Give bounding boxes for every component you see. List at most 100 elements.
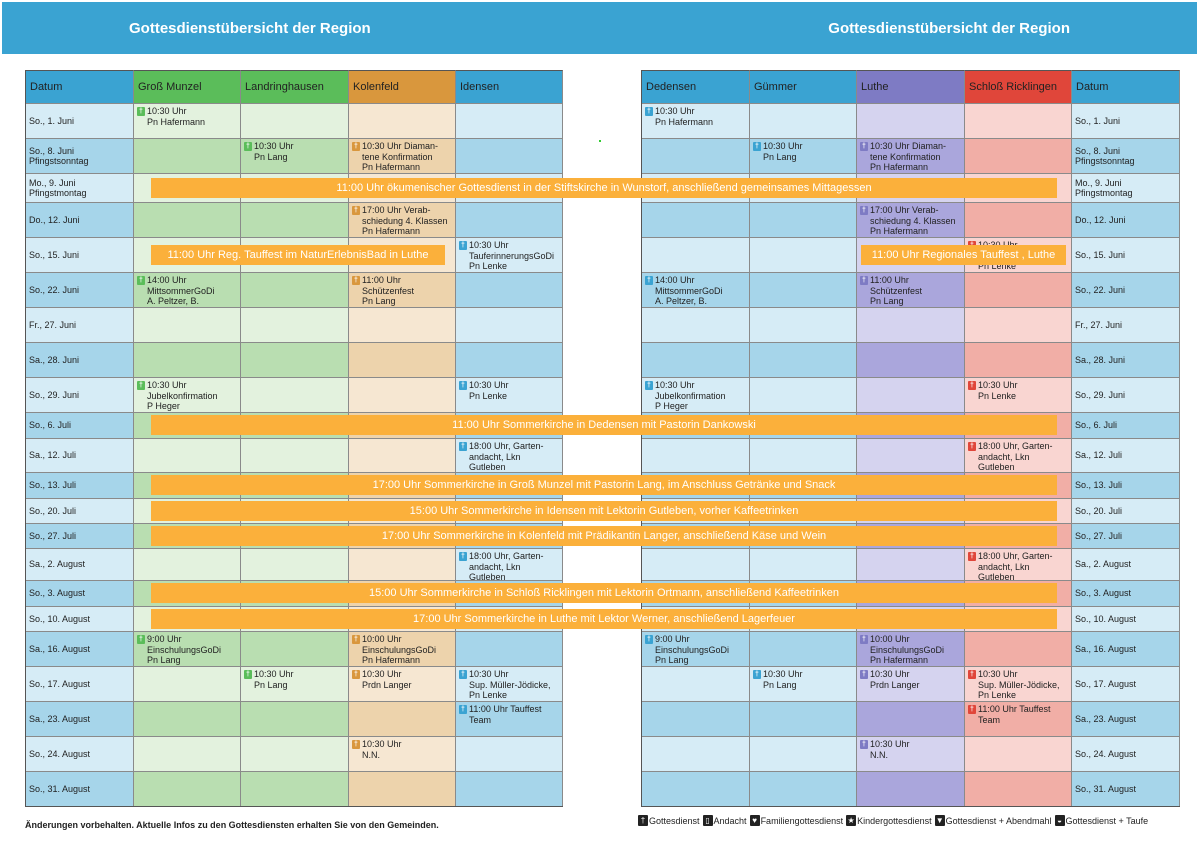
schedule-cell: † 10:30 Uhr Diaman- tene Konfirmation Pn … — [857, 138, 965, 173]
cross-icon: † — [459, 241, 467, 250]
legend-label: Kindergottesdienst — [857, 815, 932, 826]
date-cell: So., 3. August — [26, 580, 134, 606]
schedule-cell — [750, 272, 857, 307]
schedule-cell — [642, 438, 750, 472]
date-cell: So., 22. Juni — [26, 272, 134, 307]
schedule-cell: † 10:30 Uhr Pn Lang — [750, 666, 857, 701]
date-label: Mo., 9. Juni Pfingstmontag — [29, 177, 87, 199]
date-label: Do., 12. Juni — [29, 214, 80, 225]
date-cell: So., 8. Juni Pfingstsonntag — [26, 138, 134, 173]
schedule-cell — [750, 771, 857, 806]
service-text: 18:00 Uhr, Garten- andacht, Lkn Gutleben — [469, 551, 544, 580]
cross-icon: † — [137, 107, 145, 116]
service-entry: † 11:00 Uhr Tauffest Team — [459, 704, 559, 725]
date-cell: So., 8. Juni Pfingstsonntag — [1072, 138, 1180, 173]
date-cell: Sa., 23. August — [1072, 701, 1180, 736]
schedule-cell — [456, 771, 563, 806]
heart-icon: ♥ — [749, 815, 760, 826]
schedule-cell: †10:30 Uhr TauferinnerungsGoDi Pn Lenke — [456, 237, 563, 272]
cross-icon: † — [137, 381, 145, 390]
regional-event-bar: 17:00 Uhr Sommerkirche in Kolenfeld mit … — [151, 525, 1057, 546]
right-header-4: Datum — [1072, 70, 1180, 103]
service-entry: † 10:30 Uhr Pn Lenke — [968, 380, 1068, 401]
schedule-cell — [349, 771, 456, 806]
schedule-cell — [349, 307, 456, 342]
schedule-cell — [456, 202, 563, 237]
service-entry: † 10:30 Uhr N.N. — [860, 739, 961, 760]
schedule-cell — [750, 103, 857, 138]
header-label: Groß Munzel — [138, 80, 202, 93]
legend-label: Familiengottesdienst — [760, 815, 844, 826]
date-label: So., 15. Juni — [1075, 249, 1126, 260]
regional-event-bar: 17:00 Uhr Sommerkirche in Groß Munzel mi… — [151, 475, 1057, 495]
service-entry: † 10:30 Uhr Sup. Müller-Jödicke, Pn Lenke — [968, 669, 1068, 701]
schedule-cell: † 10:30 Uhr N.N. — [349, 736, 456, 771]
schedule-cell — [456, 272, 563, 307]
service-entry: † 18:00 Uhr, Garten- andacht, Lkn Gutlebe… — [968, 551, 1068, 580]
schedule-cell — [750, 548, 857, 580]
service-entry: † 10:30 Uhr Pn Lang — [244, 141, 345, 162]
cross-icon: † — [968, 381, 976, 390]
service-entry: † 14:00 Uhr MittsommerGoDi A. Peltzer, B.… — [645, 275, 746, 307]
banner-left: Gottesdienstübersicht der Region — [2, 2, 600, 54]
schedule-cell: † 10:00 Uhr EinschulungsGoDi Pn Hafermann — [349, 631, 456, 666]
service-text: 10:30 Uhr Prdn Langer — [362, 669, 412, 690]
schedule-cell: † 10:30 Uhr Jubelkonfirmation P Heger — [134, 377, 241, 412]
date-label: Fr., 27. Juni — [1075, 319, 1123, 330]
date-cell: So., 20. Juli — [26, 498, 134, 523]
service-entry: † 10:30 Uhr Prdn Langer — [860, 669, 961, 690]
schedule-cell: † 18:00 Uhr, Garten- andacht, Lkn Gutlebe… — [456, 438, 563, 472]
date-cell: So., 1. Juni — [1072, 103, 1180, 138]
regional-event-bar: 11:00 Uhr Reg. Tauffest im NaturErlebnis… — [151, 244, 445, 265]
date-label: So., 29. Juni — [29, 389, 80, 400]
schedule-cell: † 10:30 Uhr Pn Lang — [750, 138, 857, 173]
schedule-cell — [241, 342, 349, 377]
schedule-cell: † 9:00 Uhr EinschulungsGoDi Pn Lang — [134, 631, 241, 666]
schedule-cell — [241, 771, 349, 806]
date-label: So., 3. August — [1075, 588, 1132, 599]
cross-icon: † — [645, 276, 653, 285]
schedule-cell — [642, 771, 750, 806]
schedule-cell — [241, 377, 349, 412]
schedule-cell — [134, 666, 241, 701]
date-label: So., 10. August — [1075, 613, 1137, 624]
service-entry: † 10:30 Uhr Pn Lang — [753, 141, 853, 162]
service-entry: † 10:00 Uhr EinschulungsGoDi Pn Hafermann — [860, 634, 961, 666]
date-label: So., 13. Juli — [29, 480, 77, 491]
service-entry: † 9:00 Uhr EinschulungsGoDi Pn Lang — [645, 634, 746, 666]
cross-icon: † — [968, 705, 976, 714]
date-cell: So., 31. August — [1072, 771, 1180, 806]
schedule-cell: † 10:30 Uhr Jubelkonfirmation P Heger — [642, 377, 750, 412]
schedule-cell: † 9:00 Uhr EinschulungsGoDi Pn Lang — [642, 631, 750, 666]
left-header-0: Datum — [26, 70, 134, 103]
service-entry: † 10:30 Uhr Jubelkonfirmation P Heger — [137, 380, 237, 412]
cross-icon: † — [860, 276, 868, 285]
header-label: Datum — [30, 80, 63, 93]
date-cell: So., 22. Juni — [1072, 272, 1180, 307]
date-cell: So., 6. Juli — [1072, 412, 1180, 438]
header-label: Gümmer — [754, 80, 797, 93]
schedule-cell — [349, 548, 456, 580]
service-entry: † 10:30 Uhr Sup. Müller-Jödicke, Pn Lenke — [459, 669, 559, 701]
date-cell: So., 27. Juli — [26, 523, 134, 548]
header-label: Landringhausen — [245, 80, 324, 93]
schedule-cell — [857, 771, 965, 806]
service-entry: † 10:30 Uhr Prdn Langer — [352, 669, 452, 690]
date-cell: Sa., 12. Juli — [1072, 438, 1180, 472]
date-label: Sa., 12. Juli — [1075, 450, 1123, 461]
left-header-4: Idensen — [456, 70, 563, 103]
schedule-cell — [857, 103, 965, 138]
date-cell: So., 3. August — [1072, 580, 1180, 606]
cross-icon: † — [352, 740, 360, 749]
cross-icon: † — [244, 142, 252, 151]
regional-event-bar: 11:00 Uhr Regionales Tauffest , Luthe — [861, 244, 1066, 265]
schedule-cell: † 10:30 Uhr Pn Lang — [241, 138, 349, 173]
cross-icon: † — [352, 206, 360, 215]
schedule-cell — [134, 307, 241, 342]
date-label: Sa., 28. Juni — [1075, 354, 1126, 365]
schedule-cell: † 18:00 Uhr, Garten- andacht, Lkn Gutlebe… — [456, 548, 563, 580]
schedule-cell — [349, 701, 456, 736]
date-cell: Do., 12. Juni — [26, 202, 134, 237]
date-cell: So., 24. August — [1072, 736, 1180, 771]
schedule-cell — [241, 701, 349, 736]
